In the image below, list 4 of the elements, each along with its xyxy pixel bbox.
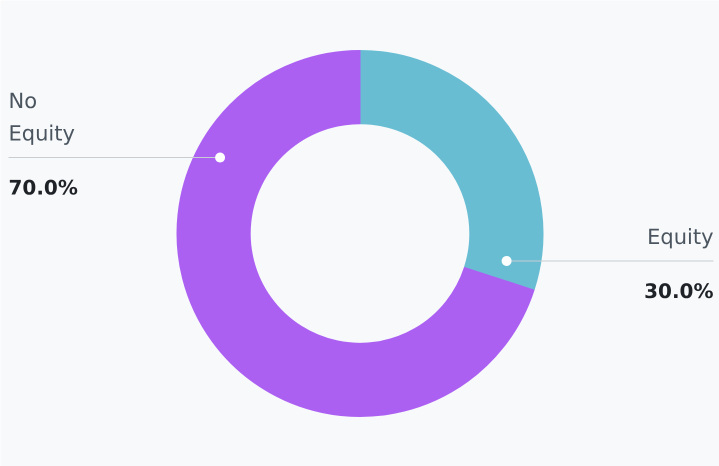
data-label: 30.0% xyxy=(644,278,714,303)
slice-label: No Equity xyxy=(8,89,75,146)
slice-label: Equity xyxy=(647,224,714,249)
data-label: 70.0% xyxy=(8,176,78,200)
